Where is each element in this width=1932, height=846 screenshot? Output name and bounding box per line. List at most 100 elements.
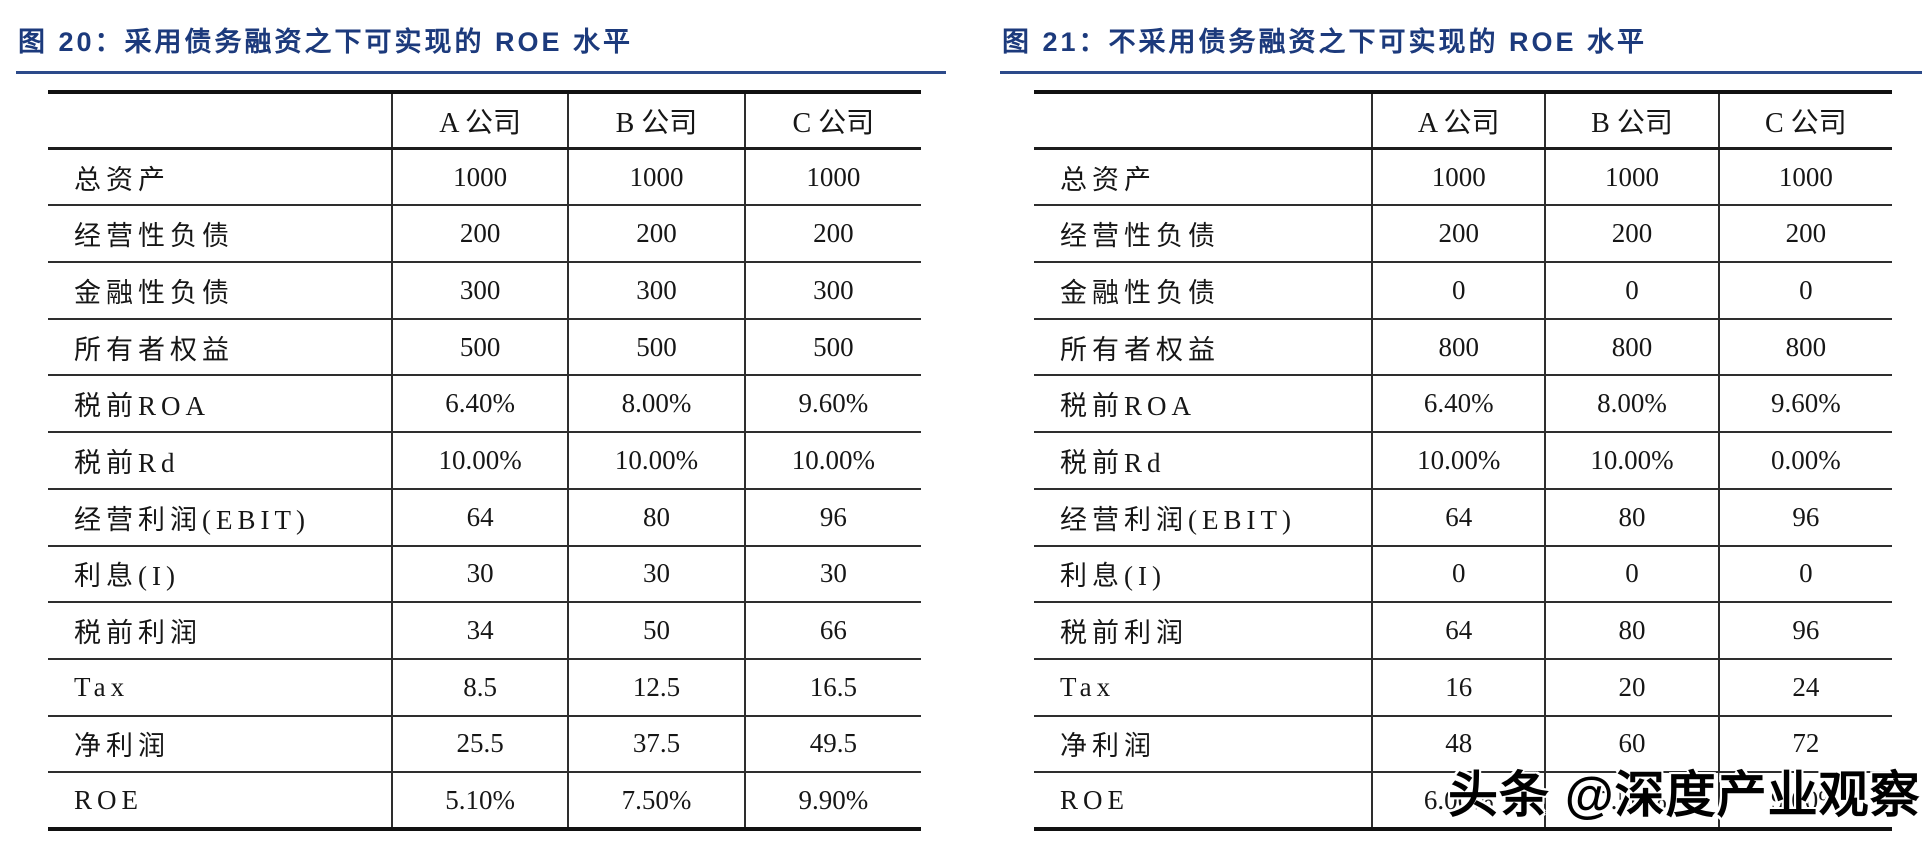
cell-value: 10.00% xyxy=(390,431,569,489)
row-label: 税前Rd xyxy=(1034,431,1373,489)
cell-value: 1000 xyxy=(390,147,569,206)
cell-value: 800 xyxy=(1717,317,1892,376)
table-header-row: A 公司 B 公司 C 公司 xyxy=(1034,92,1892,151)
cell-value: 24 xyxy=(1717,657,1892,716)
figure-20-table-wrap: A 公司 B 公司 C 公司 总资产 1000 1000 1000 经营性负债 200 200 20… xyxy=(48,90,921,831)
table-row: 利息(I) 0 0 0 xyxy=(1034,544,1892,603)
row-label: 金融性负债 xyxy=(1034,261,1373,319)
cell-value: 80 xyxy=(567,487,745,546)
cell-value: 7.50% xyxy=(567,771,745,829)
cell-value: 500 xyxy=(743,317,921,376)
table-row: 利息(I) 30 30 30 xyxy=(48,544,921,603)
table-row: Tax 8.5 12.5 16.5 xyxy=(48,657,921,716)
cell-value: 6.40% xyxy=(1371,374,1546,433)
row-label: 税前利润 xyxy=(1034,601,1373,659)
cell-value: 800 xyxy=(1544,317,1719,376)
cell-value: 30 xyxy=(567,544,745,603)
table-row: 净利润 48 60 72 xyxy=(1034,714,1892,773)
cell-value: 300 xyxy=(743,261,921,319)
cell-value: 10.00% xyxy=(567,431,745,489)
cell-value: 0 xyxy=(1371,544,1546,603)
figure-21-title-rule xyxy=(1000,71,1922,74)
figure-20-title: 图 20：采用债务融资之下可实现的 ROE 水平 xyxy=(18,27,634,57)
table-row: 税前利润 34 50 66 xyxy=(48,601,921,659)
cell-value: 49.5 xyxy=(743,714,921,773)
table-row: Tax 16 20 24 xyxy=(1034,657,1892,716)
cell-value: 0.00% xyxy=(1717,431,1892,489)
row-label: 所有者权益 xyxy=(1034,317,1373,376)
cell-value: 80 xyxy=(1544,601,1719,659)
company-header: B 公司 xyxy=(1544,92,1719,151)
row-label: 利息(I) xyxy=(48,544,392,603)
row-label: 经营利润(EBIT) xyxy=(1034,487,1373,546)
row-label: 经营利润(EBIT) xyxy=(48,487,392,546)
row-label: 净利润 xyxy=(1034,714,1373,773)
company-header: A 公司 xyxy=(1371,92,1546,151)
table-row: 经营性负债 200 200 200 xyxy=(1034,204,1892,263)
cell-value: 6.00% xyxy=(1371,771,1546,829)
row-label: 税前ROA xyxy=(48,374,392,433)
figure-21-table-wrap: A 公司 B 公司 C 公司 总资产 1000 1000 1000 经营性负债 200 200 20… xyxy=(1034,90,1892,831)
cell-value: 9.60% xyxy=(743,374,921,433)
company-header: C 公司 xyxy=(1717,92,1892,151)
toutiao-watermark: 头条 @深度产业观察 xyxy=(1447,766,1921,824)
company-header: B 公司 xyxy=(567,92,745,151)
cell-value: 60 xyxy=(1544,714,1719,773)
row-label: 税前利润 xyxy=(48,601,392,659)
row-label: 净利润 xyxy=(48,714,392,773)
cell-value: 8.00% xyxy=(1544,374,1719,433)
cell-value: 64 xyxy=(390,487,569,546)
cell-value: 16.5 xyxy=(743,657,921,716)
row-label-header xyxy=(48,92,392,151)
figure-20-roe-with-debt: 图 20：采用债务融资之下可实现的 ROE 水平 A 公司 B 公司 C 公司 总资产… xyxy=(16,14,946,831)
cell-value: 72 xyxy=(1717,714,1892,773)
table-row: 所有者权益 500 500 500 xyxy=(48,317,921,376)
row-label: 税前ROA xyxy=(1034,374,1373,433)
row-label: 总资产 xyxy=(1034,147,1373,206)
cell-value: 8.00% xyxy=(567,374,745,433)
cell-value: 64 xyxy=(1371,487,1546,546)
cell-value: 500 xyxy=(567,317,745,376)
table-row: 净利润 25.5 37.5 49.5 xyxy=(48,714,921,773)
cell-value: 10.00% xyxy=(1371,431,1546,489)
row-label: 经营性负债 xyxy=(48,204,392,263)
table-row: 总资产 1000 1000 1000 xyxy=(48,147,921,206)
cell-value: 800 xyxy=(1371,317,1546,376)
cell-value: 80 xyxy=(1544,487,1719,546)
table-row: 经营利润(EBIT) 64 80 96 xyxy=(1034,487,1892,546)
table-row: 经营性负债 200 200 200 xyxy=(48,204,921,263)
table-row: 税前Rd 10.00% 10.00% 10.00% xyxy=(48,431,921,489)
cell-value: 1000 xyxy=(1717,147,1892,206)
cell-value: 300 xyxy=(390,261,569,319)
roe-table-with-debt: A 公司 B 公司 C 公司 总资产 1000 1000 1000 经营性负债 200 200 20… xyxy=(48,90,921,831)
row-label: 经营性负债 xyxy=(1034,204,1373,263)
cell-value: 64 xyxy=(1371,601,1546,659)
roe-table-without-debt: A 公司 B 公司 C 公司 总资产 1000 1000 1000 经营性负债 200 200 20… xyxy=(1034,90,1892,831)
table-header-row: A 公司 B 公司 C 公司 xyxy=(48,92,921,151)
cell-value: 200 xyxy=(743,204,921,263)
row-label: 总资产 xyxy=(48,147,392,206)
table-row: 所有者权益 800 800 800 xyxy=(1034,317,1892,376)
cell-value: 50 xyxy=(567,601,745,659)
table-row: 税前Rd 10.00% 10.00% 0.00% xyxy=(1034,431,1892,489)
row-label-header xyxy=(1034,92,1373,151)
table-row: ROE 5.10% 7.50% 9.90% xyxy=(48,771,921,829)
cell-value: 1000 xyxy=(1544,147,1719,206)
cell-value: 200 xyxy=(1544,204,1719,263)
cell-value: 9.00% xyxy=(1717,771,1892,829)
cell-value: 10.00% xyxy=(743,431,921,489)
row-label: 所有者权益 xyxy=(48,317,392,376)
cell-value: 0 xyxy=(1544,261,1719,319)
cell-value: 48 xyxy=(1371,714,1546,773)
cell-value: 30 xyxy=(743,544,921,603)
cell-value: 8.5 xyxy=(390,657,569,716)
cell-value: 96 xyxy=(1717,601,1892,659)
table-row: 金融性负债 0 0 0 xyxy=(1034,261,1892,319)
figure-20-title-rule xyxy=(16,71,946,74)
cell-value: 6.40% xyxy=(390,374,569,433)
row-label: Tax xyxy=(48,657,392,716)
cell-value: 500 xyxy=(390,317,569,376)
cell-value: 5.10% xyxy=(390,771,569,829)
table-row: 税前利润 64 80 96 xyxy=(1034,601,1892,659)
cell-value: 0 xyxy=(1717,261,1892,319)
